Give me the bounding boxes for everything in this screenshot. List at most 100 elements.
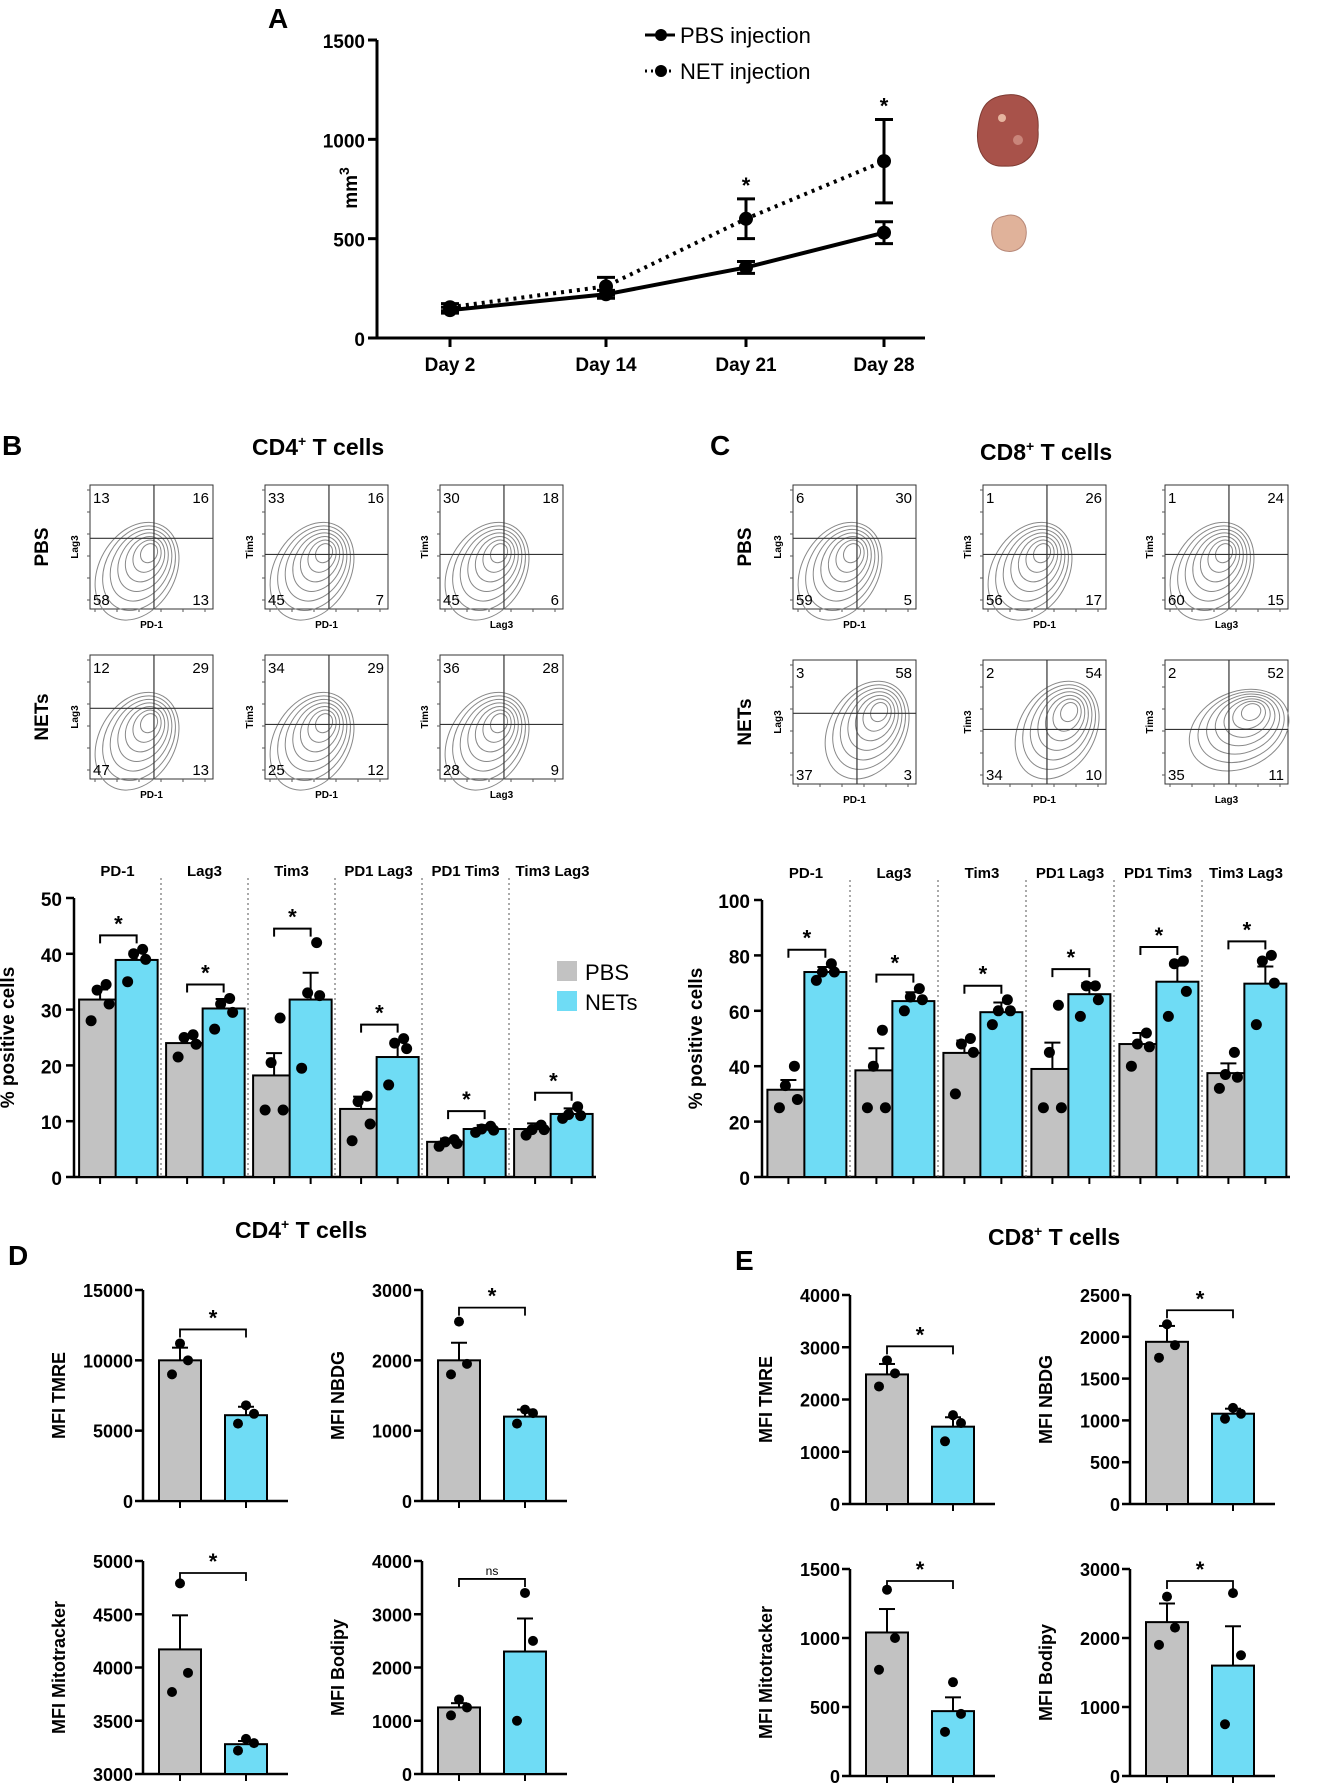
replicate-dot: [1055, 1102, 1067, 1114]
density-contour: [1188, 688, 1290, 772]
nets-bar: [1211, 1664, 1255, 1777]
quadrant-upper-right: 58: [895, 665, 912, 682]
group-label: PD-1: [100, 863, 134, 880]
pbs-bar: [1145, 1340, 1189, 1506]
quadrant-upper-right: 28: [542, 660, 559, 677]
quadrant-upper-left: 30: [443, 490, 460, 507]
y-tick-label: 2000: [800, 1391, 840, 1411]
net-data-point: [739, 211, 753, 226]
replicate-dot: [528, 1635, 538, 1646]
density-contour: [1177, 525, 1251, 612]
y-tick-label: 5000: [93, 1422, 133, 1442]
replicate-dot: [986, 1019, 998, 1031]
group-label: Tim3: [274, 863, 309, 880]
group-label: PD1 Tim3: [431, 863, 499, 880]
net-data-point: [443, 300, 457, 315]
flow-y-axis-label: Tim3: [420, 535, 431, 559]
replicate-dot: [913, 983, 925, 995]
flow-y-axis-label: Tim3: [245, 705, 256, 729]
density-contour: [117, 532, 169, 592]
y-tick-label: 0: [354, 330, 365, 351]
density-contour: [835, 539, 865, 573]
quadrant-lower-left: 35: [1168, 767, 1185, 784]
replicate-dot: [167, 1686, 177, 1697]
y-axis-label: MFI Bodipy: [1036, 1624, 1056, 1721]
bar-chart-e-mitotracker: 0 500 1000 1500 MFI Mitotracker *: [756, 1557, 995, 1786]
pbs-bar: [158, 1359, 202, 1503]
significance-star: *: [209, 1305, 218, 1330]
density-contour: [117, 702, 169, 762]
replicate-dot: [446, 1369, 456, 1380]
pbs-bar: [1118, 1043, 1163, 1179]
density-contour: [109, 528, 173, 602]
density-contour: [277, 695, 351, 782]
replicate-dot: [1250, 1019, 1262, 1031]
flow-y-axis-label: Lag3: [70, 705, 81, 729]
group-label: PD1 Lag3: [344, 863, 412, 880]
replicate-dot: [122, 976, 134, 988]
flow-x-axis-label: Lag3: [1215, 620, 1239, 631]
replicate-dot: [352, 1096, 364, 1108]
replicate-dot: [1228, 1402, 1238, 1413]
density-contour: [444, 521, 530, 621]
group-label: PD1 Lag3: [1036, 865, 1104, 882]
quadrant-lower-left: 34: [986, 767, 1003, 784]
nets-bar: [288, 998, 333, 1179]
flow-plot: 34 29 25 12 PD-1 Tim3: [245, 654, 389, 801]
significance-bracket: [360, 1023, 399, 1033]
replicate-dot: [462, 1702, 472, 1713]
replicate-dot: [446, 1710, 456, 1721]
y-tick-label: 1000: [323, 131, 365, 152]
flow-y-axis-label: Lag3: [773, 535, 784, 559]
net-series-line: [449, 159, 885, 310]
replicate-dot: [992, 1005, 1004, 1017]
replicate-dot: [1001, 994, 1013, 1006]
significance-bracket: [886, 1345, 954, 1355]
replicate-dot: [940, 1436, 950, 1447]
legend-pbs-marker: [655, 29, 667, 41]
significance-star: *: [742, 173, 751, 198]
nets-bar: [224, 1743, 268, 1776]
nets-bar: [1155, 980, 1200, 1179]
replicate-dot: [904, 991, 916, 1003]
significance-star: *: [1196, 1286, 1205, 1311]
replicate-dot: [810, 974, 822, 986]
large-tumor-highlight: [998, 114, 1006, 122]
replicate-dot: [183, 1667, 193, 1678]
replicate-dot: [955, 1038, 967, 1050]
y-axis-label: MFI NBDG: [328, 1351, 348, 1440]
replicate-dot: [485, 1120, 497, 1132]
replicate-dot: [172, 1051, 184, 1063]
flow-plot: 1 26 56 17 PD-1 Tim3: [963, 484, 1107, 631]
quadrant-upper-left: 36: [443, 660, 460, 677]
pbs-bar: [158, 1648, 202, 1776]
x-tick-label: Day 21: [715, 355, 777, 376]
replicate-dot: [302, 987, 314, 999]
replicate-dot: [233, 1418, 243, 1429]
quadrant-lower-left: 28: [443, 762, 460, 779]
significance-star: *: [201, 960, 210, 985]
flow-plot: 2 54 34 10 PD-1 Tim3: [963, 659, 1107, 806]
replicate-dot: [890, 1633, 900, 1643]
quadrant-lower-left: 56: [986, 592, 1003, 609]
quadrant-upper-right: 30: [895, 490, 912, 507]
replicate-dot: [528, 1408, 538, 1419]
legend-net-marker: [655, 65, 667, 77]
density-contour: [1197, 691, 1285, 764]
density-contour: [1232, 700, 1266, 730]
flow-plot: 1 24 60 15 Lag3 Tim3: [1145, 484, 1289, 631]
quadrant-upper-left: 12: [93, 660, 110, 677]
y-tick-label: 0: [830, 1495, 840, 1515]
density-contour: [102, 695, 176, 782]
y-tick-label: 1000: [800, 1443, 840, 1463]
y-tick-label: 1000: [372, 1712, 412, 1732]
y-tick-label: 500: [1090, 1453, 1120, 1473]
flow-plot-frame: [982, 484, 1107, 610]
significance-star: *: [803, 926, 812, 951]
y-tick-label: 2000: [372, 1659, 412, 1679]
replicate-dot: [874, 1381, 884, 1392]
density-contour: [474, 706, 516, 753]
replicate-dot: [314, 990, 326, 1002]
replicate-dot: [476, 1123, 488, 1135]
